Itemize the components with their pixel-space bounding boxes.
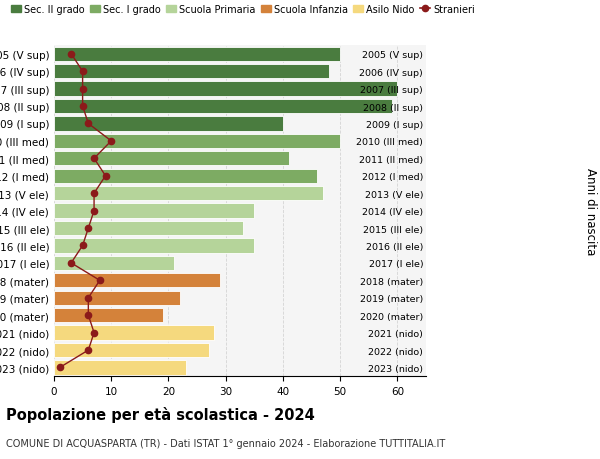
Bar bbox=[54, 65, 329, 79]
Bar bbox=[54, 117, 283, 131]
Bar bbox=[54, 82, 397, 96]
Bar bbox=[54, 256, 174, 270]
Text: Popolazione per età scolastica - 2024: Popolazione per età scolastica - 2024 bbox=[6, 406, 315, 422]
Bar bbox=[54, 308, 163, 323]
Bar bbox=[54, 221, 243, 235]
Bar bbox=[54, 47, 340, 62]
Bar bbox=[54, 274, 220, 288]
Bar bbox=[54, 239, 254, 253]
Bar bbox=[54, 187, 323, 201]
Bar bbox=[54, 361, 185, 375]
Bar bbox=[54, 204, 254, 218]
Legend: Sec. II grado, Sec. I grado, Scuola Primaria, Scuola Infanzia, Asilo Nido, Stran: Sec. II grado, Sec. I grado, Scuola Prim… bbox=[11, 5, 475, 15]
Text: COMUNE DI ACQUASPARTA (TR) - Dati ISTAT 1° gennaio 2024 - Elaborazione TUTTITALI: COMUNE DI ACQUASPARTA (TR) - Dati ISTAT … bbox=[6, 438, 445, 448]
Bar bbox=[54, 100, 392, 114]
Bar bbox=[54, 291, 180, 305]
Bar bbox=[54, 152, 289, 166]
Bar bbox=[54, 169, 317, 184]
Bar bbox=[54, 134, 340, 149]
Bar bbox=[54, 343, 209, 358]
Bar bbox=[54, 326, 214, 340]
Text: Anni di nascita: Anni di nascita bbox=[584, 168, 597, 255]
